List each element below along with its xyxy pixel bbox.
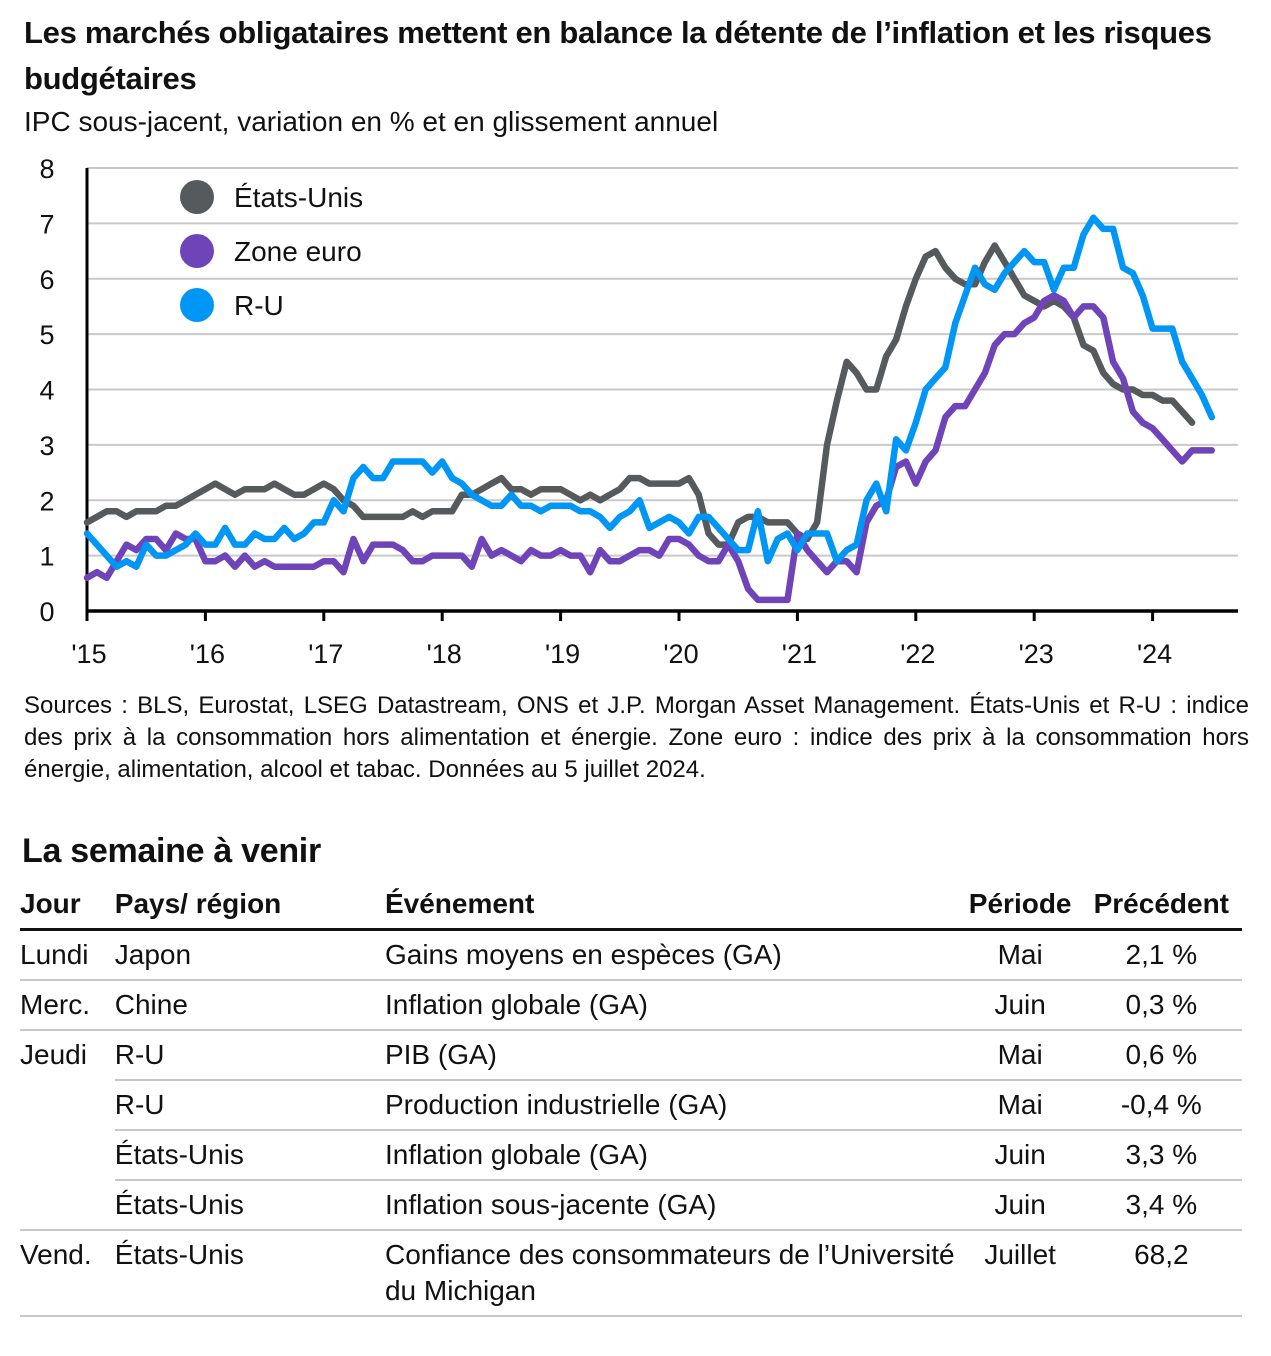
col-header-periode: Période (959, 884, 1081, 931)
legend-label: Zone euro (234, 236, 362, 267)
y-tick-label: 0 (39, 597, 54, 627)
series-line-r-u (83, 214, 1216, 570)
x-tick-label: '17 (308, 639, 343, 669)
y-tick-label: 6 (39, 265, 54, 295)
x-tick-label: '24 (1137, 639, 1172, 669)
chart-title: Les marchés obligataires mettent en bala… (24, 15, 1212, 96)
cell-jour (20, 1080, 115, 1130)
table-row: R-U Production industrielle (GA) Mai -0,… (20, 1079, 1242, 1130)
table-row: Jeudi R-U PIB (GA) Mai 0,6 % (20, 1029, 1242, 1080)
gridlines (85, 167, 1238, 613)
cell-periode: Juin (959, 979, 1081, 1030)
source-notes: Sources : BLS, Eurostat, LSEG Datastream… (24, 692, 1249, 783)
cell-jour: Vend. (20, 1229, 115, 1317)
col-header-jour: Jour (20, 884, 115, 931)
cell-periode: Juillet (959, 1229, 1081, 1317)
cell-periode: Mai (959, 1029, 1081, 1080)
cell-precedent: 3,3 % (1080, 1129, 1242, 1180)
cell-pays: États-Unis (114, 1179, 385, 1230)
table-row: Merc. Chine Inflation globale (GA) Juin … (20, 979, 1242, 1030)
cell-pays: Chine (114, 979, 385, 1030)
legend-marker (180, 234, 214, 268)
cell-periode: Mai (959, 928, 1081, 980)
cell-pays: États-Unis (114, 1129, 385, 1180)
y-tick-label: 8 (39, 154, 54, 184)
cell-jour: Lundi (20, 928, 115, 980)
x-tick-label: '21 (782, 639, 817, 669)
cell-evenement: Inflation globale (GA) (384, 979, 960, 1030)
col-header-pays: Pays/ région (114, 884, 385, 931)
table-row: États-Unis Inflation sous-jacente (GA) J… (20, 1179, 1242, 1230)
x-tick-label: '22 (900, 639, 935, 669)
cell-precedent: 68,2 (1080, 1229, 1242, 1317)
chart-subtitle: IPC sous-jacent, variation en % et en gl… (24, 106, 719, 137)
cell-precedent: 0,6 % (1080, 1029, 1242, 1080)
cell-evenement: Confiance des consommateurs de l’Univers… (384, 1229, 960, 1317)
legend-marker (180, 288, 214, 322)
x-tick-label: '20 (663, 639, 698, 669)
cell-pays: États-Unis (114, 1229, 385, 1317)
series-line-zone-euro (83, 292, 1216, 604)
x-tick-label: '16 (190, 639, 225, 669)
x-tick-label: '19 (545, 639, 580, 669)
cell-jour: Jeudi (20, 1029, 115, 1080)
calendar-title: La semaine à venir (22, 832, 321, 870)
cell-precedent: 2,1 % (1080, 928, 1242, 980)
legend-marker (180, 180, 214, 214)
line-chart: 0 1 2 3 4 5 6 7 8 '15 '16 '17 '18 '19 '20 '21 '22 '23 '24… (39, 154, 1238, 669)
cell-evenement: Inflation globale (GA) (384, 1129, 960, 1180)
col-header-precedent: Précédent (1080, 884, 1242, 931)
table-row: États-Unis Inflation globale (GA) Juin 3… (20, 1129, 1242, 1180)
x-axis-ticks: '15 '16 '17 '18 '19 '20 '21 '22 '23 '24 (71, 611, 1172, 669)
legend-label: États-Unis (234, 182, 363, 213)
cell-periode: Juin (959, 1129, 1081, 1180)
cell-jour (20, 1130, 115, 1180)
cell-evenement: Production industrielle (GA) (384, 1079, 960, 1130)
series-lines (83, 214, 1216, 604)
legend-label: R-U (234, 290, 284, 321)
cell-precedent: 0,3 % (1080, 979, 1242, 1030)
cell-evenement: Gains moyens en espèces (GA) (384, 928, 960, 980)
cell-pays: R-U (114, 1029, 385, 1080)
x-tick-label: '23 (1019, 639, 1054, 669)
cell-precedent: -0,4 % (1080, 1079, 1242, 1130)
y-tick-label: 3 (39, 431, 54, 461)
y-tick-label: 1 (39, 542, 54, 572)
calendar-table: Jour Pays/ région Événement Période Préc… (20, 884, 1242, 1317)
y-tick-label: 4 (39, 376, 54, 406)
legend: États-Unis Zone euro R-U (180, 180, 363, 322)
table-row: Vend. États-Unis Confiance des consommat… (20, 1229, 1242, 1317)
cell-pays: R-U (114, 1079, 385, 1130)
y-tick-label: 7 (39, 209, 54, 239)
col-header-evenement: Événement (384, 884, 960, 931)
cell-evenement: Inflation sous-jacente (GA) (384, 1179, 960, 1230)
calendar-header-row: Jour Pays/ région Événement Période Préc… (20, 884, 1242, 931)
cell-precedent: 3,4 % (1080, 1179, 1242, 1230)
cell-periode: Juin (959, 1179, 1081, 1230)
y-axis-ticks: 0 1 2 3 4 5 6 7 8 (39, 154, 54, 627)
cell-jour (20, 1180, 115, 1230)
y-tick-label: 5 (39, 320, 54, 350)
y-tick-label: 2 (39, 486, 54, 516)
cell-periode: Mai (959, 1079, 1081, 1130)
table-row: Lundi Japon Gains moyens en espèces (GA)… (20, 928, 1242, 980)
cell-jour: Merc. (20, 979, 115, 1030)
cell-evenement: PIB (GA) (384, 1029, 960, 1080)
x-tick-label: '18 (427, 639, 462, 669)
cell-pays: Japon (114, 928, 385, 980)
x-tick-label: '15 (71, 639, 106, 669)
